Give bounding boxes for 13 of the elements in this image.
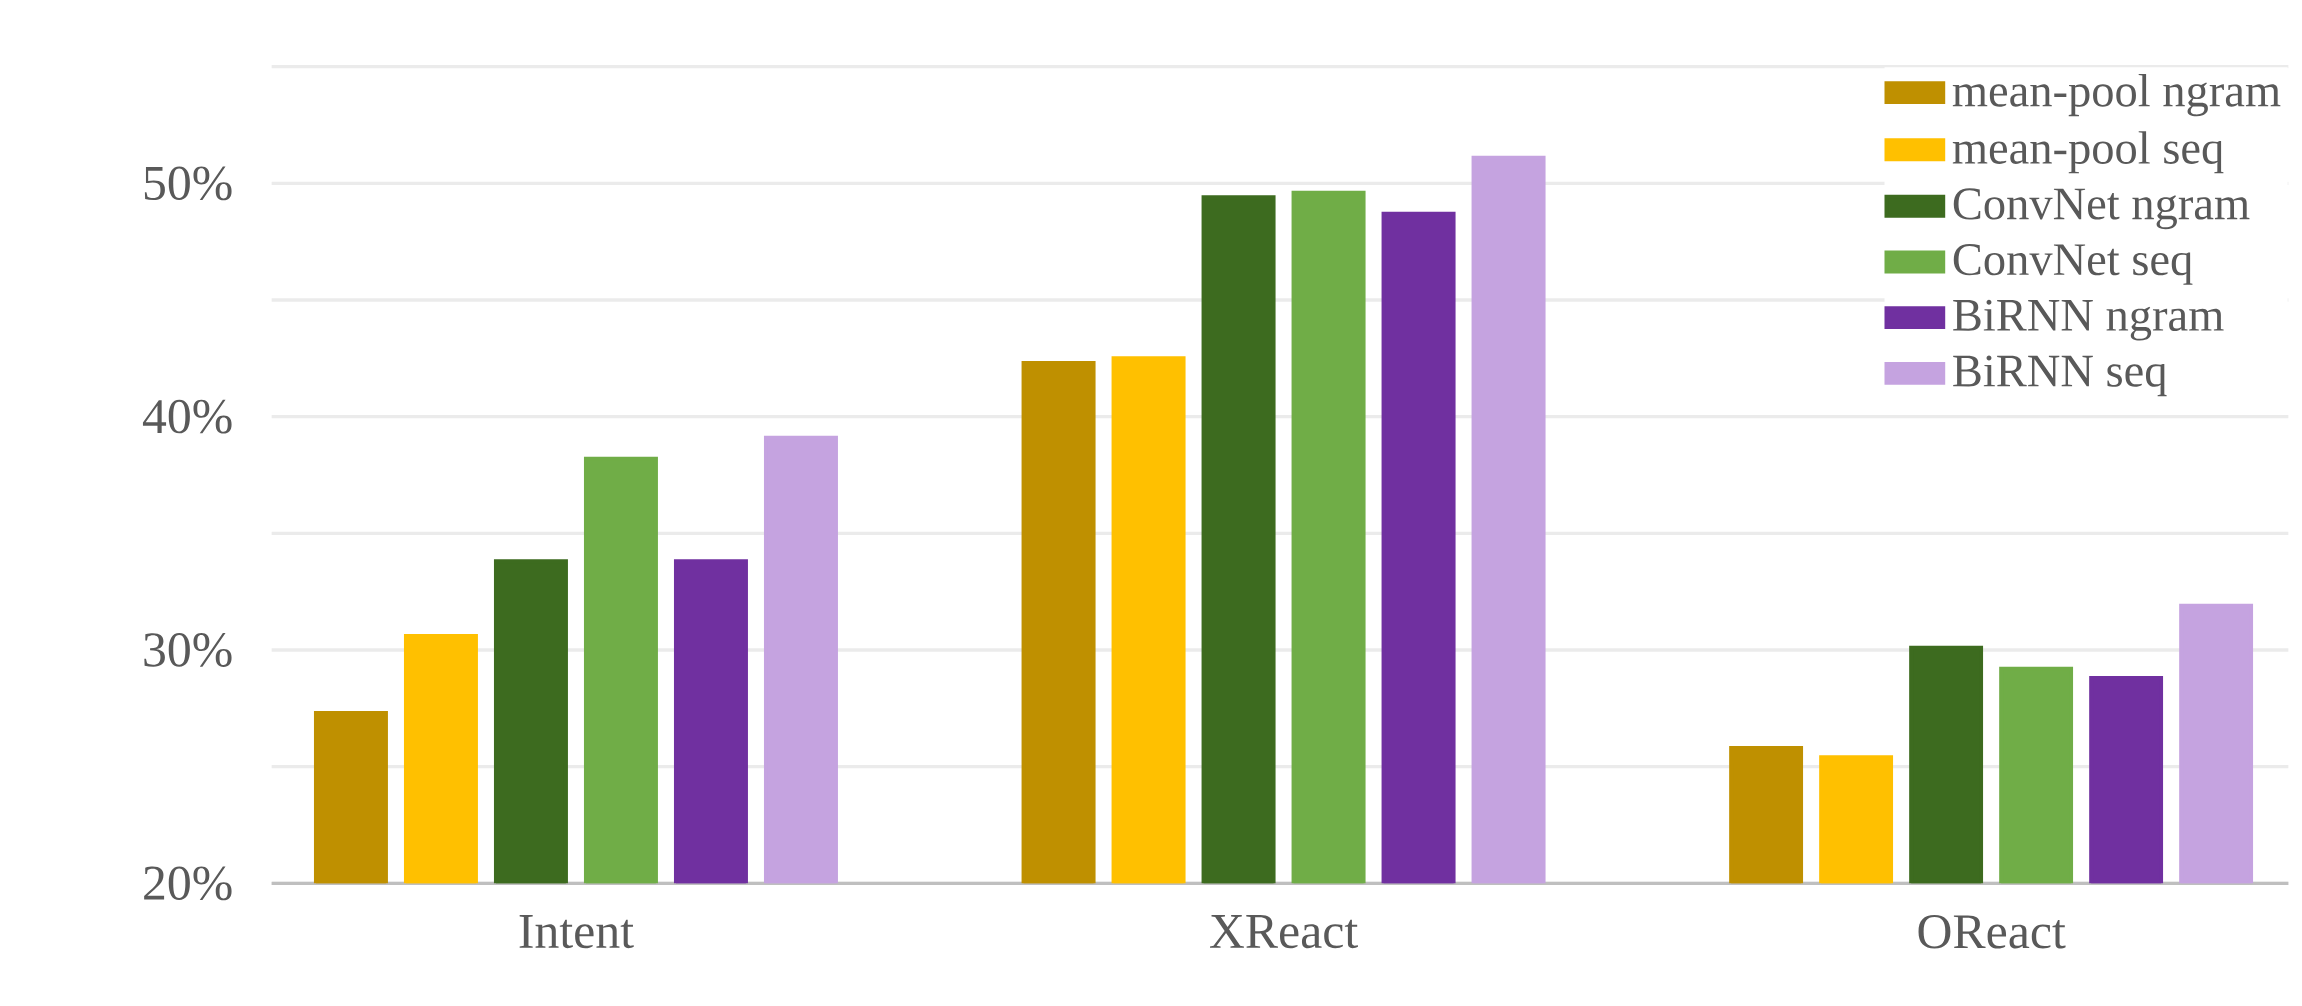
y-tick-label: 30% (144, 633, 232, 667)
legend-label: mean-pool ngram (1952, 73, 2281, 117)
x-tick-label: Intent (519, 915, 634, 949)
legend-label: mean-pool seq (1952, 131, 2224, 174)
x-tick-label: OReact (1918, 915, 2066, 949)
legend-label: ConvNet ngram (1953, 188, 2250, 230)
y-tick-label: 50% (144, 166, 232, 201)
y-tick-label: 40% (142, 399, 232, 434)
legend-label: BiRNN ngram (1953, 299, 2224, 341)
legend-label: BiRNN seq (1953, 355, 2167, 397)
legend-label: ConvNet seq (1953, 244, 2193, 285)
y-tick-label: 20% (144, 866, 232, 901)
x-tick-label: XReact (1209, 915, 1358, 949)
